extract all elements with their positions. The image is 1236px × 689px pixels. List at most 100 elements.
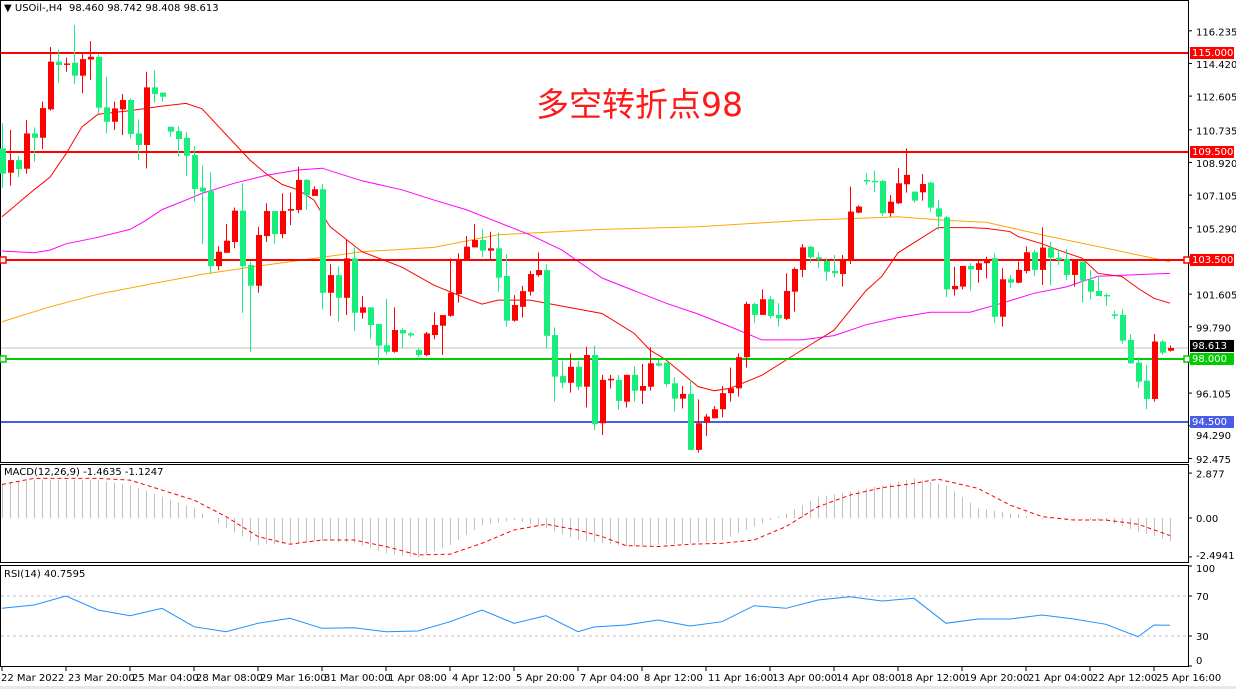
candle-body <box>232 210 238 242</box>
candle <box>40 101 46 150</box>
candle <box>320 183 326 310</box>
candle <box>32 127 38 162</box>
candle-body <box>632 374 638 391</box>
candle-body <box>40 108 46 138</box>
candle-body <box>208 191 214 267</box>
candle-body <box>272 211 278 235</box>
candle-body <box>808 246 814 258</box>
candle-body <box>448 292 454 316</box>
candle <box>424 332 430 357</box>
candle <box>72 25 78 85</box>
candle <box>88 41 94 80</box>
candle <box>616 374 622 410</box>
candle-body <box>136 133 142 145</box>
candle-body <box>616 379 622 401</box>
candle-body <box>824 260 830 272</box>
candle <box>832 254 838 278</box>
candle <box>632 366 638 402</box>
candle <box>864 173 870 185</box>
candle <box>480 229 486 258</box>
candle-body <box>680 393 686 399</box>
candle-body <box>336 275 342 298</box>
candle <box>1048 241 1054 286</box>
price-tick-label: 96.105 <box>1196 390 1231 401</box>
candle <box>952 266 958 296</box>
candle <box>776 303 782 327</box>
candle-body <box>1096 290 1102 296</box>
candle-body <box>80 59 86 76</box>
price-tick-label: 105.290 <box>1196 224 1236 235</box>
candle <box>504 254 510 327</box>
candle-body <box>720 393 726 410</box>
candle-body <box>248 265 254 286</box>
candle <box>360 296 366 319</box>
candle-body <box>744 303 750 358</box>
candle-body <box>424 333 430 356</box>
moving-average-fast <box>1 102 1171 392</box>
candle-body <box>0 148 6 174</box>
candle <box>880 179 886 216</box>
candle <box>800 243 806 278</box>
candle-body <box>464 246 470 261</box>
candle-body <box>440 315 446 326</box>
candle <box>400 328 406 348</box>
candle <box>48 47 54 111</box>
time-tick-label: 14 Apr 08:00 <box>836 673 901 684</box>
candle-body <box>224 240 230 253</box>
candle <box>416 348 422 358</box>
candle-body <box>920 184 926 193</box>
candle <box>1040 227 1046 286</box>
candle <box>1056 249 1062 266</box>
triangle-down-icon[interactable]: ▼ <box>4 3 15 14</box>
candle-body <box>984 259 990 264</box>
candle <box>8 130 14 186</box>
candle-body <box>760 299 766 315</box>
candle <box>944 215 950 298</box>
candle-body <box>576 366 582 387</box>
time-tick-label: 18 Apr 12:00 <box>900 673 965 684</box>
candle <box>840 254 846 287</box>
level-marker-left <box>0 355 7 363</box>
price-tick-label: 110.735 <box>1196 126 1236 137</box>
moving-average-mid <box>1 167 1171 341</box>
time-tick-label: 13 Apr 00:00 <box>772 673 837 684</box>
candle <box>1112 310 1118 320</box>
candle <box>976 259 982 283</box>
candle <box>104 76 110 134</box>
candle <box>688 379 694 450</box>
candle <box>736 353 742 397</box>
candle <box>656 359 662 367</box>
candle <box>720 386 726 418</box>
candle <box>576 360 582 390</box>
symbol-label: USOil-,H4 <box>14 3 63 14</box>
candle-body <box>432 324 438 336</box>
candle-body <box>416 350 422 356</box>
candle-body <box>24 133 30 169</box>
candle <box>672 377 678 412</box>
candle-body <box>96 56 102 108</box>
candle-body <box>1072 260 1078 275</box>
candle <box>1120 309 1126 344</box>
candle <box>1000 268 1006 327</box>
candle-body <box>320 189 326 293</box>
candle <box>896 168 902 205</box>
candle-body <box>296 179 302 210</box>
candle <box>328 264 334 316</box>
candle <box>384 299 390 355</box>
macd-pane-frame <box>0 464 1189 563</box>
candle <box>1128 333 1134 365</box>
candle <box>232 207 238 249</box>
candle <box>1088 269 1094 300</box>
candle-body <box>736 357 742 389</box>
candle <box>592 345 598 431</box>
candle-body <box>32 133 38 138</box>
candle <box>56 49 62 83</box>
level-price-label: 94.500 <box>1192 417 1227 428</box>
candle-body <box>712 409 718 419</box>
candle-body <box>184 137 190 156</box>
candle <box>472 224 478 248</box>
candle <box>24 120 30 174</box>
candle-body <box>904 174 910 185</box>
time-tick-label: 4 Apr 12:00 <box>452 673 511 684</box>
